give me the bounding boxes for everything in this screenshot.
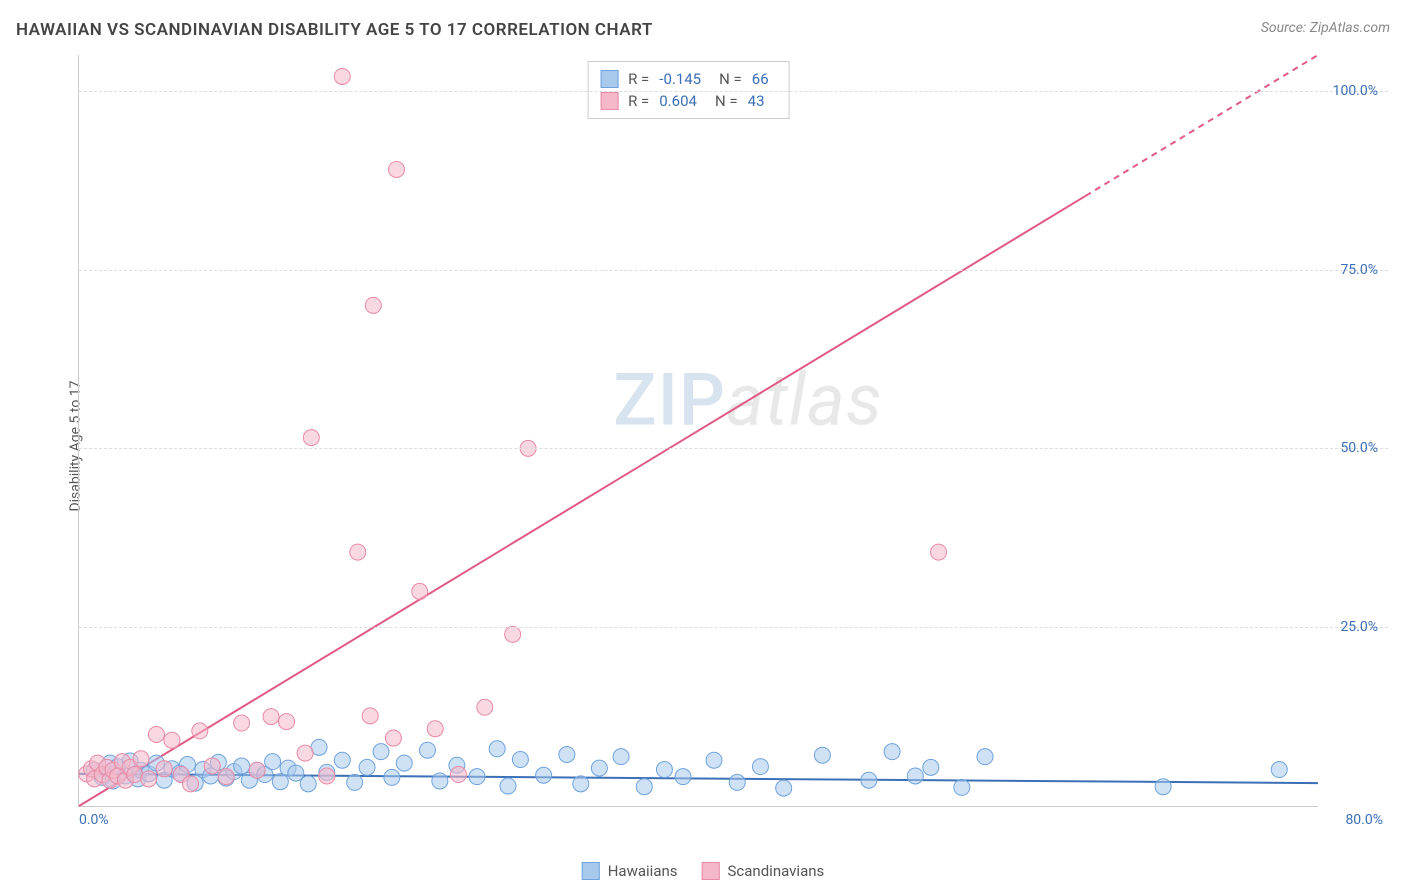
legend-swatch bbox=[582, 862, 600, 880]
x-tick-label: 0.0% bbox=[79, 812, 109, 828]
grid-line bbox=[79, 627, 1388, 628]
grid-line bbox=[79, 448, 1388, 449]
y-tick-label: 50.0% bbox=[1340, 440, 1378, 456]
stat-n-value: 66 bbox=[752, 70, 769, 88]
stats-row: R = -0.145 N = 66 bbox=[600, 68, 777, 90]
stat-label: N = bbox=[715, 92, 738, 110]
stat-r-value: -0.145 bbox=[659, 70, 701, 88]
x-tick-label: 80.0% bbox=[1345, 812, 1383, 828]
stat-label: N = bbox=[719, 70, 742, 88]
series-swatch bbox=[600, 70, 618, 88]
legend-label: Scandinavians bbox=[728, 862, 825, 880]
grid-line bbox=[79, 270, 1388, 271]
series-swatch bbox=[600, 92, 618, 110]
stat-label: R = bbox=[628, 70, 649, 88]
chart-legend: Hawaiians Scandinavians bbox=[582, 862, 825, 880]
stat-r-value: 0.604 bbox=[659, 92, 697, 110]
chart-title: HAWAIIAN VS SCANDINAVIAN DISABILITY AGE … bbox=[16, 20, 653, 40]
y-tick-label: 25.0% bbox=[1340, 619, 1378, 635]
y-tick-label: 100.0% bbox=[1333, 83, 1378, 99]
stats-row: R = 0.604 N = 43 bbox=[600, 90, 777, 112]
stat-label: R = bbox=[628, 92, 649, 110]
plot-area: ZIPatlas R =-0.145N =66R =0.604N =43 25.… bbox=[78, 55, 1318, 807]
legend-swatch bbox=[702, 862, 720, 880]
y-tick-label: 75.0% bbox=[1340, 262, 1378, 278]
chart-header: HAWAIIAN VS SCANDINAVIAN DISABILITY AGE … bbox=[16, 20, 1390, 40]
legend-item: Hawaiians bbox=[582, 862, 678, 880]
chart-source: Source: ZipAtlas.com bbox=[1261, 20, 1390, 36]
stat-n-value: 43 bbox=[748, 92, 765, 110]
chart-container: Disability Age 5 to 17 ZIPatlas R =-0.14… bbox=[50, 55, 1388, 837]
scatter-plot bbox=[79, 55, 1318, 806]
legend-label: Hawaiians bbox=[608, 862, 678, 880]
grid-line bbox=[79, 91, 1388, 92]
legend-item: Scandinavians bbox=[702, 862, 825, 880]
